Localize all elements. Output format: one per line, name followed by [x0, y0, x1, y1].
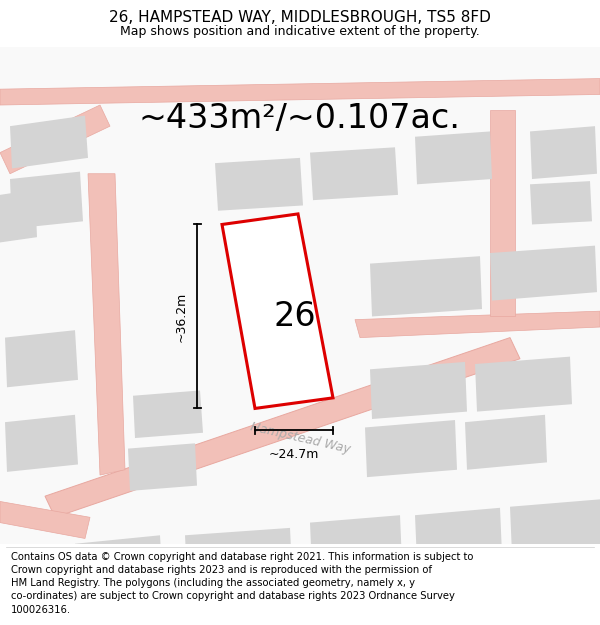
Polygon shape — [88, 174, 125, 475]
Polygon shape — [0, 79, 600, 105]
Polygon shape — [215, 158, 303, 211]
Text: Contains OS data © Crown copyright and database right 2021. This information is : Contains OS data © Crown copyright and d… — [11, 552, 473, 614]
Polygon shape — [415, 131, 492, 184]
Polygon shape — [133, 391, 203, 438]
Polygon shape — [465, 415, 547, 470]
Polygon shape — [415, 508, 502, 562]
Polygon shape — [75, 535, 162, 576]
Text: Hampstead Way: Hampstead Way — [248, 420, 352, 456]
Polygon shape — [0, 105, 110, 174]
Polygon shape — [0, 189, 37, 242]
Polygon shape — [510, 499, 600, 554]
Polygon shape — [5, 415, 78, 472]
Text: ~24.7m: ~24.7m — [269, 448, 319, 461]
Polygon shape — [490, 246, 597, 301]
Text: ~36.2m: ~36.2m — [175, 291, 187, 342]
Polygon shape — [5, 330, 78, 388]
Polygon shape — [490, 110, 515, 316]
Polygon shape — [10, 172, 83, 229]
Polygon shape — [45, 338, 520, 518]
Text: Map shows position and indicative extent of the property.: Map shows position and indicative extent… — [120, 24, 480, 38]
Polygon shape — [222, 214, 333, 408]
Text: 26: 26 — [274, 299, 316, 332]
Polygon shape — [365, 420, 457, 477]
Polygon shape — [185, 528, 292, 576]
Text: 26, HAMPSTEAD WAY, MIDDLESBROUGH, TS5 8FD: 26, HAMPSTEAD WAY, MIDDLESBROUGH, TS5 8F… — [109, 10, 491, 25]
Polygon shape — [530, 181, 592, 224]
Polygon shape — [10, 116, 88, 169]
Polygon shape — [370, 362, 467, 419]
Polygon shape — [310, 515, 402, 570]
Polygon shape — [355, 311, 600, 338]
Polygon shape — [310, 148, 398, 200]
Polygon shape — [530, 126, 597, 179]
Text: ~433m²/~0.107ac.: ~433m²/~0.107ac. — [139, 102, 461, 136]
Polygon shape — [475, 357, 572, 412]
Polygon shape — [0, 501, 90, 539]
Polygon shape — [128, 443, 197, 491]
Polygon shape — [370, 256, 482, 316]
